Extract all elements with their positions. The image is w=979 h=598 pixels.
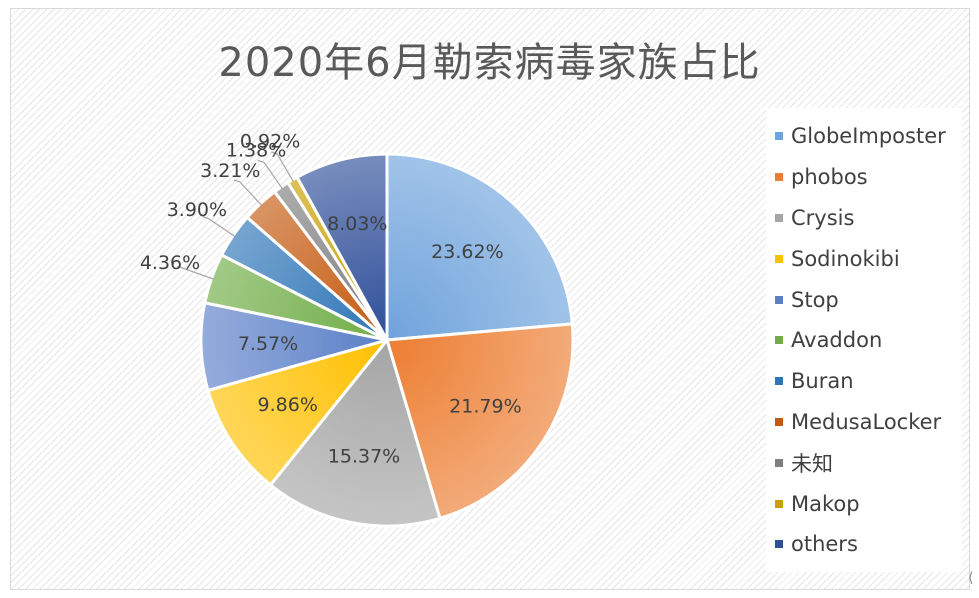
legend-label: Avaddon: [791, 328, 883, 353]
legend-label: GlobeImposter: [791, 124, 946, 149]
legend-swatch: [775, 377, 783, 386]
data-label-globeimposter: 23.62%: [431, 241, 503, 263]
legend-item-makop: Makop: [766, 483, 962, 524]
left-arrow-icon[interactable]: ⟨: [968, 570, 974, 586]
leader-line-buran: [202, 215, 236, 237]
legend-label: phobos: [791, 165, 868, 190]
legend-item-crysis: Crysis: [766, 198, 962, 239]
legend-swatch: [775, 458, 783, 467]
legend-label: 未知: [791, 451, 833, 476]
legend-swatch: [775, 173, 783, 182]
data-label-others: 8.03%: [327, 213, 387, 235]
data-label-stop: 7.57%: [238, 333, 298, 355]
legend-item-sodinokibi: Sodinokibi: [766, 238, 962, 279]
legend-label: Sodinokibi: [791, 246, 900, 271]
legend-swatch: [775, 499, 783, 508]
pie-slice-others: [295, 152, 389, 342]
leader-line-makop: [271, 151, 294, 182]
data-label-buran: 3.90%: [167, 199, 227, 221]
data-label-makop: 0.92%: [240, 130, 300, 152]
legend-swatch: [775, 417, 783, 426]
legend: GlobeImposter phobos Crysis Sodinokibi Stop A…: [766, 108, 962, 572]
leader-line-avaddon: [177, 265, 214, 280]
legend-swatch: [775, 254, 783, 263]
data-label-sodinokibi: 9.86%: [258, 394, 318, 416]
data-label-medusalocker: 3.21%: [200, 160, 260, 182]
legend-label: Stop: [791, 287, 839, 312]
leader-line-medusalocker: [233, 179, 263, 206]
legend-item-others: others: [766, 524, 962, 565]
data-label-crysis: 15.37%: [328, 445, 400, 467]
data-label-phobos: 21.79%: [449, 396, 521, 418]
legend-item-series-8: 未知: [766, 442, 962, 483]
chart-title: 2020年6月勒索病毒家族占比: [218, 40, 761, 86]
legend-swatch: [775, 213, 783, 222]
pie-slice-phobos: [385, 322, 575, 520]
pie-slice-crysis: [268, 338, 442, 528]
legend-item-phobos: phobos: [766, 157, 962, 198]
legend-swatch: [775, 540, 783, 549]
data-label-series-8: 1.38%: [226, 139, 286, 161]
legend-label: others: [791, 532, 858, 557]
legend-label: Makop: [791, 491, 860, 516]
legend-swatch: [775, 295, 783, 304]
legend-label: Crysis: [791, 205, 855, 230]
pie-slice-globeimposter: [385, 152, 574, 342]
legend-item-medusalocker: MedusaLocker: [766, 402, 962, 443]
legend-swatch: [775, 336, 783, 345]
legend-item-buran: Buran: [766, 361, 962, 402]
legend-label: MedusaLocker: [791, 409, 942, 434]
legend-item-stop: Stop: [766, 279, 962, 320]
legend-item-globeimposter: GlobeImposter: [766, 116, 962, 157]
legend-item-avaddon: Avaddon: [766, 320, 962, 361]
legend-swatch: [775, 132, 783, 141]
data-label-avaddon: 4.36%: [140, 252, 200, 274]
legend-label: Buran: [791, 369, 854, 394]
leader-line-series-8: [257, 159, 283, 190]
pie-slice-sodinokibi: [206, 338, 389, 487]
